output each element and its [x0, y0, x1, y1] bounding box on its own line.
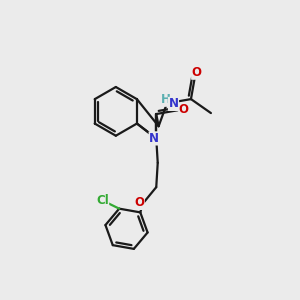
Text: H: H — [161, 93, 171, 106]
Text: O: O — [179, 103, 189, 116]
Text: Cl: Cl — [96, 194, 109, 207]
Text: N: N — [169, 98, 178, 110]
Text: O: O — [192, 66, 202, 79]
Text: O: O — [134, 196, 144, 209]
Text: N: N — [149, 132, 159, 145]
